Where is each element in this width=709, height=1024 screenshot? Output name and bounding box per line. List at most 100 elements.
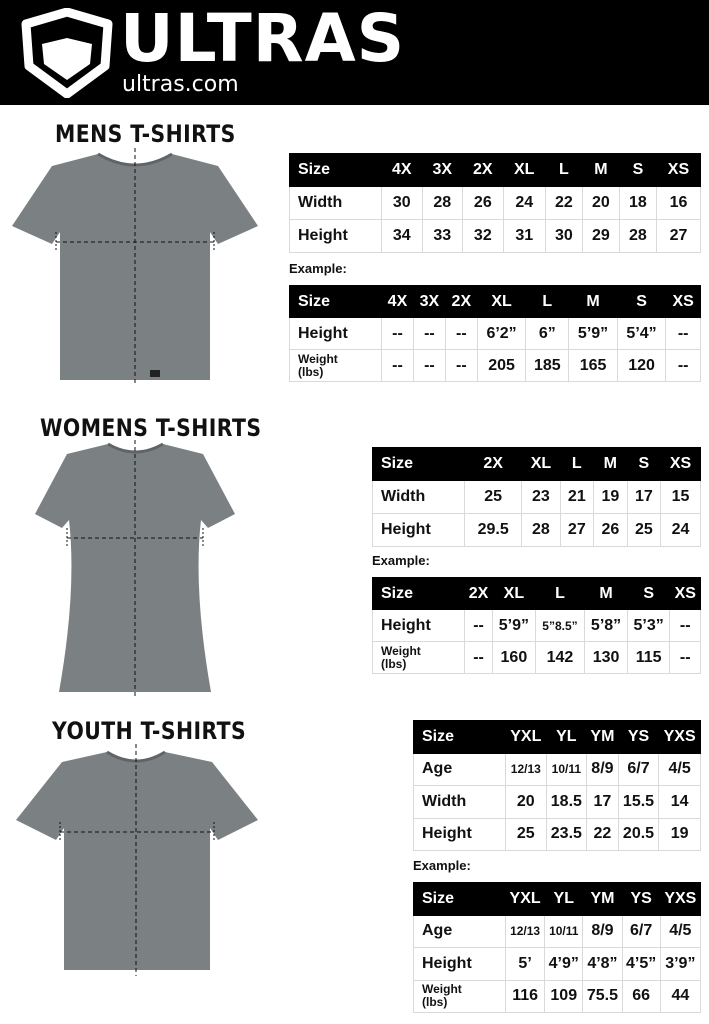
row-label: Height (372, 513, 465, 547)
womens-example-table: Size 2X XL L M S XS Height -- 5’9” 5”8.5” 5’8” 5’3” -… (372, 577, 701, 674)
table-row: Weight (lbs) -- 160 142 130 115 -- (372, 641, 701, 674)
table-row: Height 5’ 4’9” 4’8” 4’5” 3’9” (413, 947, 702, 981)
table-cell: 120 (616, 349, 667, 382)
table-cell: 26 (462, 186, 504, 220)
row-label: Weight (lbs) (372, 641, 465, 674)
table-cell: 8/9 (586, 752, 619, 786)
column-header: XS (665, 285, 701, 318)
table-header-row: Size 2X XL L M S XS (372, 447, 701, 481)
column-header: M (568, 285, 618, 318)
table-cell: 205 (476, 349, 527, 382)
mens-shirt-image (12, 148, 258, 386)
row-label: Weight (lbs) (289, 349, 382, 382)
table-cell: 18 (618, 186, 657, 220)
youth-shirt-image (16, 744, 258, 976)
table-cell: 22 (544, 186, 583, 220)
table-cell: 12/13 (505, 752, 547, 786)
table-cell: 142 (534, 641, 586, 674)
table-cell: 28 (618, 219, 657, 253)
table-cell: 115 (626, 641, 671, 674)
youth-example-label: Example: (413, 858, 471, 873)
table-row: Weight (lbs) -- -- -- 205 185 165 120 -- (289, 349, 701, 382)
table-cell: 160 (492, 641, 536, 674)
table-row: Height 25 23.5 22 20.5 19 (413, 817, 701, 851)
table-cell: -- (444, 317, 478, 350)
table-cell: 16 (655, 186, 702, 220)
column-header: 3X (412, 285, 446, 318)
table-cell: 26 (593, 513, 628, 547)
row-label: Age (413, 914, 506, 948)
column-header: L (544, 153, 583, 187)
table-cell: -- (463, 641, 494, 674)
table-cell: 6/7 (617, 752, 660, 786)
brand-name: ULTRAS (120, 0, 406, 77)
table-row: Height 29.5 28 27 26 25 24 (372, 513, 701, 547)
column-header: M (581, 153, 620, 187)
table-cell: 3’9” (659, 947, 702, 981)
table-cell: -- (381, 317, 414, 350)
column-header: YL (544, 882, 584, 916)
table-cell: 5’8” (584, 609, 628, 642)
table-cell: 34 (381, 219, 423, 253)
table-cell: 66 (621, 979, 661, 1013)
table-cell: 25 (505, 817, 547, 851)
column-header: YM (586, 720, 619, 754)
table-row: Height -- -- -- 6’2” 6” 5’9” 5’4” -- (289, 317, 701, 350)
table-cell: 5’3” (626, 609, 671, 642)
column-header: 2X (462, 153, 504, 187)
table-cell: 28 (521, 513, 561, 547)
table-row: Height 34 33 32 31 30 29 28 27 (289, 219, 702, 253)
table-cell: 25 (463, 480, 523, 514)
column-header: YM (582, 882, 623, 916)
table-header-row: Size YXL YL YM YS YXS (413, 720, 701, 754)
table-cell: 27 (655, 219, 702, 253)
womens-size-table: Size 2X XL L M S XS Width 25 23 21 19 17 15 Height 29.5… (372, 447, 701, 547)
table-cell: 4/5 (659, 914, 702, 948)
table-cell: -- (412, 349, 446, 382)
table-cell: 20 (505, 785, 547, 819)
table-cell: 19 (658, 817, 701, 851)
womens-example-label: Example: (372, 553, 430, 568)
column-header: XS (669, 577, 701, 610)
row-label: Height (413, 817, 506, 851)
brand-header: ULTRAS ultras.com (0, 0, 709, 105)
table-header-row: Size 4X 3X 2X XL L M S XS (289, 153, 702, 187)
table-cell: 33 (421, 219, 464, 253)
youth-size-table: Size YXL YL YM YS YXS Age 12/13 10/11 8/9 6/7 4/5 Wi… (413, 720, 701, 851)
table-cell: 22 (586, 817, 619, 851)
column-header: XL (502, 153, 546, 187)
table-cell: 28 (421, 186, 464, 220)
table-cell: 21 (559, 480, 595, 514)
column-header-label: Size (289, 285, 382, 318)
mens-example-table: Size 4X 3X 2X XL L M S XS Height -- -- -- 6’2” 6” 5’9” 5… (289, 285, 701, 382)
table-row: Width 30 28 26 24 22 20 18 16 (289, 186, 702, 220)
column-header-label: Size (413, 720, 506, 754)
table-cell: 6” (525, 317, 570, 350)
column-header: S (626, 577, 671, 610)
column-header-label: Size (289, 153, 382, 187)
table-cell: 116 (504, 979, 546, 1013)
table-row: Age 12/13 10/11 8/9 6/7 4/5 (413, 752, 701, 786)
table-cell: 185 (525, 349, 570, 382)
column-header: YXL (505, 720, 547, 754)
column-header: YXS (659, 882, 702, 916)
row-label: Weight (lbs) (413, 979, 506, 1013)
table-cell: 4’9” (544, 947, 584, 981)
row-label: Height (289, 317, 382, 350)
column-header: S (626, 447, 662, 481)
row-label: Width (372, 480, 465, 514)
column-header: 2X (463, 577, 494, 610)
table-cell: 5’4” (616, 317, 667, 350)
row-label: Width (289, 186, 382, 220)
column-header: XL (492, 577, 536, 610)
table-row: Width 25 23 21 19 17 15 (372, 480, 701, 514)
column-header: L (534, 577, 586, 610)
column-header-label: Size (413, 882, 506, 916)
column-header: M (584, 577, 628, 610)
column-header: M (593, 447, 628, 481)
table-cell: 29 (581, 219, 620, 253)
shield-logo-icon (21, 8, 113, 98)
row-label: Height (289, 219, 382, 253)
table-cell: 24 (502, 186, 546, 220)
table-header-row: Size 2X XL L M S XS (372, 577, 701, 610)
